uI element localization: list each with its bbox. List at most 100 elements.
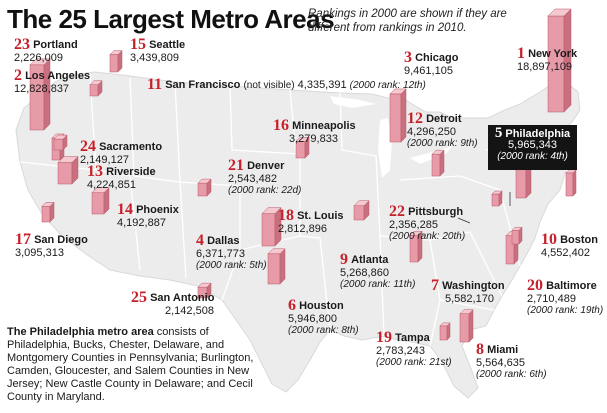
- metro-label-dallas: 4 Dallas 6,371,773 (2000 rank: 5th): [196, 232, 267, 272]
- bar-side-face: [439, 149, 445, 177]
- metro-label-denver: 21 Denver 2,543,482 (2000 rank: 22d): [228, 157, 302, 197]
- footnote-lead: The Philadelphia metro area: [7, 326, 154, 338]
- bar-top-face: [491, 190, 503, 195]
- population-bar-los-angeles: [29, 58, 51, 131]
- metro-label-st-louis: 18 St. Louis 2,812,896: [278, 208, 344, 236]
- population-bar-riverside: [57, 155, 79, 185]
- metro-label-san-antonio: 25 San Antonio 2,142,508: [131, 290, 214, 318]
- metro-population: 5,946,800: [288, 313, 337, 325]
- metro-name: Seattle: [149, 39, 186, 51]
- bar-front-face: [41, 206, 51, 223]
- label-leader-lines: [457, 192, 511, 224]
- metro-label-atlanta: 9 Atlanta 5,268,860 (2000 rank: 11th): [340, 252, 416, 291]
- metro-name: Atlanta: [351, 254, 389, 266]
- leader-line: [457, 217, 471, 224]
- bar-top-face: [109, 50, 123, 55]
- metro-name: Tampa: [395, 332, 430, 344]
- metro-label-san-francisco: 11 San Francisco (not visible) 4,335,391…: [147, 77, 426, 93]
- bar-top-face: [511, 226, 523, 231]
- bar-top-face: [459, 309, 474, 314]
- state-borders: [19, 73, 567, 347]
- bar-front-face: [53, 138, 64, 151]
- bar-front-face: [565, 172, 574, 197]
- metro-population: 5,965,343: [508, 139, 557, 151]
- bar-top-face: [261, 207, 282, 214]
- bar-top-face: [409, 230, 423, 236]
- metro-label-sacramento: 24 Sacramento 2,149,127: [80, 138, 162, 167]
- metro-population: 4,296,250: [407, 126, 456, 138]
- metro-rank: 22: [389, 203, 405, 220]
- metro-rank-2000: (2000 rank: 9th): [407, 138, 478, 149]
- metro-name: Philadelphia: [505, 128, 571, 140]
- metro-label-riverside: 13 Riverside 4,224,851: [87, 164, 156, 192]
- metro-population: 3,439,809: [130, 52, 179, 64]
- bar-top-face: [267, 248, 286, 255]
- metro-label-boston: 10 Boston 4,552,402: [541, 231, 598, 260]
- metro-visibility-note: (not visible): [243, 80, 295, 91]
- metro-rank: 16: [273, 117, 289, 134]
- bar-side-face: [400, 88, 407, 143]
- metro-name: Pittsburgh: [408, 206, 464, 218]
- population-bar-san-antonio: [197, 282, 212, 299]
- metro-label-los-angeles: 2 Los Angeles 12,828,837: [14, 68, 91, 96]
- metro-population: 2,812,896: [278, 223, 327, 235]
- metro-rank: 24: [80, 138, 96, 155]
- bar-top-face: [389, 88, 407, 95]
- bar-top-face: [197, 282, 212, 288]
- bar-front-face: [197, 182, 208, 197]
- state-border-line: [339, 92, 385, 337]
- bar-side-face: [279, 248, 286, 285]
- metro-label-new-york: 1 New York 18,897,109: [517, 46, 577, 74]
- population-bar-baltimore: [511, 226, 523, 245]
- metro-name: Washington: [442, 280, 505, 292]
- population-bar-tampa: [439, 322, 451, 341]
- metro-population: 9,461,105: [404, 65, 453, 77]
- metro-rank: 7: [431, 277, 439, 294]
- population-bar-pittsburgh: [491, 190, 503, 207]
- metro-population: 6,371,773: [196, 248, 245, 260]
- metro-rank: 10: [541, 231, 557, 248]
- metro-rank: 15: [130, 36, 146, 53]
- bar-front-face: [389, 93, 402, 143]
- metro-population: 3,279,833: [289, 133, 338, 145]
- state-border-line: [89, 73, 141, 271]
- bar-top-face: [439, 322, 451, 327]
- metro-rank: 8: [476, 341, 484, 358]
- metro-rank: 5: [494, 125, 503, 141]
- bar-top-face: [29, 58, 51, 66]
- rankings-note: Rankings in 2000 are shown if they are d…: [308, 8, 507, 34]
- population-bar-atlanta: [409, 230, 423, 263]
- metro-rank: 21: [228, 157, 244, 174]
- metro-callout-philadelphia: 5 Philadelphia 5,965,343 (2000 rank: 4th…: [488, 125, 577, 170]
- metro-rank-2000: (2000 rank: 21st): [376, 357, 452, 368]
- footnote-text: consists of Philadelphia, Bucks, Chester…: [7, 326, 254, 403]
- metro-population: 2,142,508: [165, 305, 214, 317]
- metro-name: St. Louis: [297, 210, 344, 222]
- metro-population: 2,356,285: [389, 219, 438, 231]
- metro-name: Los Angeles: [25, 70, 91, 82]
- bar-side-face: [468, 309, 474, 343]
- lake-michigan-shape: [378, 118, 392, 178]
- bar-front-face: [91, 192, 105, 215]
- bar-top-face: [547, 8, 572, 17]
- metro-population: 3,095,313: [15, 247, 64, 259]
- metro-population: 2,710,489: [527, 293, 576, 305]
- metro-rank-2000: (2000 rank: 22d): [228, 185, 302, 196]
- metro-name: Riverside: [106, 166, 156, 178]
- metro-rank: 20: [527, 277, 543, 294]
- metro-label-houston: 6 Houston 5,946,800 (2000 rank: 8th): [288, 298, 359, 337]
- state-border-line: [379, 235, 441, 347]
- metro-label-chicago: 3 Chicago 9,461,105: [404, 50, 458, 78]
- metro-name: Baltimore: [546, 280, 597, 292]
- metro-population: 5,268,860: [340, 267, 389, 279]
- metro-rank-2000: (2000 rank: 11th): [340, 279, 416, 290]
- bar-top-face: [295, 137, 310, 142]
- metro-population: 2,783,243: [376, 345, 425, 357]
- bar-front-face: [459, 313, 470, 343]
- bar-front-face: [353, 205, 365, 221]
- state-border-line: [129, 77, 187, 279]
- metro-population: 5,564,635: [476, 357, 525, 369]
- population-bar-seattle: [109, 49, 123, 73]
- metro-rank: 4: [196, 232, 204, 249]
- metro-rank: 12: [407, 110, 423, 127]
